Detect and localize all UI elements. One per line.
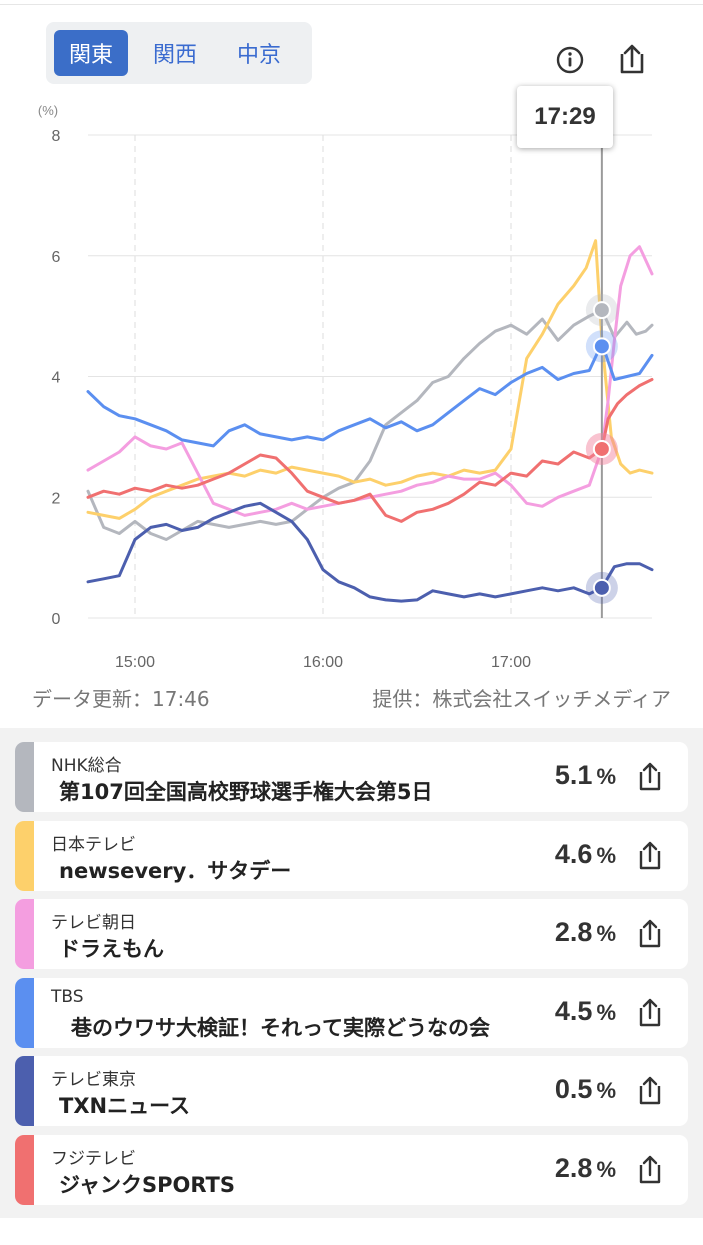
- cursor-point: [592, 578, 611, 597]
- share-icon[interactable]: [634, 839, 666, 873]
- rating: 5.1%: [555, 760, 616, 791]
- region-tabs: 関東 関西 中京: [46, 22, 312, 84]
- series-line: [86, 378, 654, 523]
- channel-color-bar: [15, 978, 34, 1048]
- rating: 2.8%: [555, 917, 616, 948]
- program-title: ドラえもん: [59, 937, 164, 961]
- tab-kansai[interactable]: 関西: [152, 43, 197, 68]
- rating: 4.6%: [555, 839, 616, 870]
- channel-card-nhk[interactable]: NHK総合 第107回全国高校野球選手権大会第5日 5.1%: [15, 742, 688, 812]
- x-tick-label: 17:00: [491, 654, 531, 671]
- data-updated-text: データ更新：17:46: [32, 687, 210, 711]
- rating-chart[interactable]: 0 2 4 6 8 (%) 15:00 16:00 17:00 17:29: [0, 86, 703, 680]
- rating-unit: %: [596, 1000, 616, 1025]
- rating-value: 5.1: [554, 760, 593, 790]
- program-title: newsevery．サタデー: [59, 859, 292, 883]
- rating-unit: %: [596, 1157, 616, 1182]
- tab-chukyo[interactable]: 中京: [236, 43, 281, 68]
- top-divider: [0, 4, 703, 5]
- channel-name: 日本テレビ: [51, 835, 136, 855]
- rating: 2.8%: [555, 1153, 616, 1184]
- channel-name: テレビ東京: [51, 1070, 136, 1090]
- share-icon[interactable]: [634, 996, 666, 1030]
- series-line: [86, 245, 654, 517]
- rating-unit: %: [596, 764, 616, 789]
- time-tooltip: 17:29: [517, 86, 613, 148]
- rating-value: 4.6: [554, 839, 593, 869]
- rating-unit: %: [596, 1078, 616, 1103]
- cursor-point: [592, 439, 611, 458]
- channel-card-ntv[interactable]: 日本テレビ newsevery．サタデー 4.6%: [15, 821, 688, 891]
- y-unit-label: (%): [38, 103, 58, 118]
- y-tick-label: 0: [52, 611, 61, 628]
- cursor-point: [592, 301, 611, 320]
- rating: 0.5%: [555, 1074, 616, 1105]
- rating-value: 2.8: [554, 917, 593, 947]
- share-icon[interactable]: [634, 760, 666, 794]
- channel-color-bar: [15, 821, 34, 891]
- share-icon[interactable]: [634, 917, 666, 951]
- program-title: 第107回全国高校野球選手権大会第5日: [59, 780, 433, 804]
- channel-color-bar: [15, 1056, 34, 1126]
- channel-name: テレビ朝日: [51, 913, 136, 933]
- channel-card-tv-tokyo[interactable]: テレビ東京 TXNニュース 0.5%: [15, 1056, 688, 1126]
- share-icon[interactable]: [612, 40, 652, 80]
- cursor-point: [592, 337, 611, 356]
- y-tick-label: 6: [52, 249, 61, 266]
- channel-list: NHK総合 第107回全国高校野球選手権大会第5日 5.1% 日本テレビ new…: [0, 728, 703, 1218]
- rating-unit: %: [596, 843, 616, 868]
- share-icon[interactable]: [634, 1074, 666, 1108]
- share-icon[interactable]: [634, 1153, 666, 1187]
- rating: 4.5%: [555, 996, 616, 1027]
- program-title: TXNニュース: [59, 1094, 191, 1118]
- info-icon[interactable]: [550, 40, 590, 80]
- series-line: [86, 308, 654, 541]
- x-tick-label: 16:00: [303, 654, 343, 671]
- data-provider-text: 提供：株式会社スイッチメディア: [372, 687, 671, 711]
- channel-color-bar: [15, 899, 34, 969]
- program-title: 巷のウワサ大検証！それって実際どうなの会: [71, 1016, 490, 1040]
- program-title: ジャンクSPORTS: [59, 1173, 235, 1197]
- channel-name: NHK総合: [51, 756, 122, 776]
- tooltip-time: 17:29: [534, 103, 596, 130]
- tab-kanto[interactable]: 関東: [54, 30, 128, 76]
- channel-card-fuji-tv[interactable]: フジテレビ ジャンクSPORTS 2.8%: [15, 1135, 688, 1205]
- channel-card-tbs[interactable]: TBS 巷のウワサ大検証！それって実際どうなの会 4.5%: [15, 978, 688, 1048]
- channel-name: フジテレビ: [51, 1149, 136, 1169]
- series-line: [86, 501, 654, 603]
- channel-card-tv-asahi[interactable]: テレビ朝日 ドラえもん 2.8%: [15, 899, 688, 969]
- series-line: [86, 341, 654, 448]
- series-line: [86, 239, 654, 520]
- channel-name: TBS: [51, 987, 84, 1007]
- rating-value: 0.5: [554, 1074, 593, 1104]
- rating-unit: %: [596, 921, 616, 946]
- rating-value: 4.5: [554, 996, 593, 1026]
- channel-color-bar: [15, 742, 34, 812]
- rating-value: 2.8: [554, 1153, 593, 1183]
- y-tick-label: 2: [52, 490, 61, 507]
- rating-chart-svg: 0 2 4 6 8 (%) 15:00 16:00 17:00: [38, 103, 654, 671]
- y-tick-label: 8: [52, 128, 61, 145]
- channel-color-bar: [15, 1135, 34, 1205]
- x-tick-label: 15:00: [115, 654, 155, 671]
- y-tick-label: 4: [52, 370, 61, 387]
